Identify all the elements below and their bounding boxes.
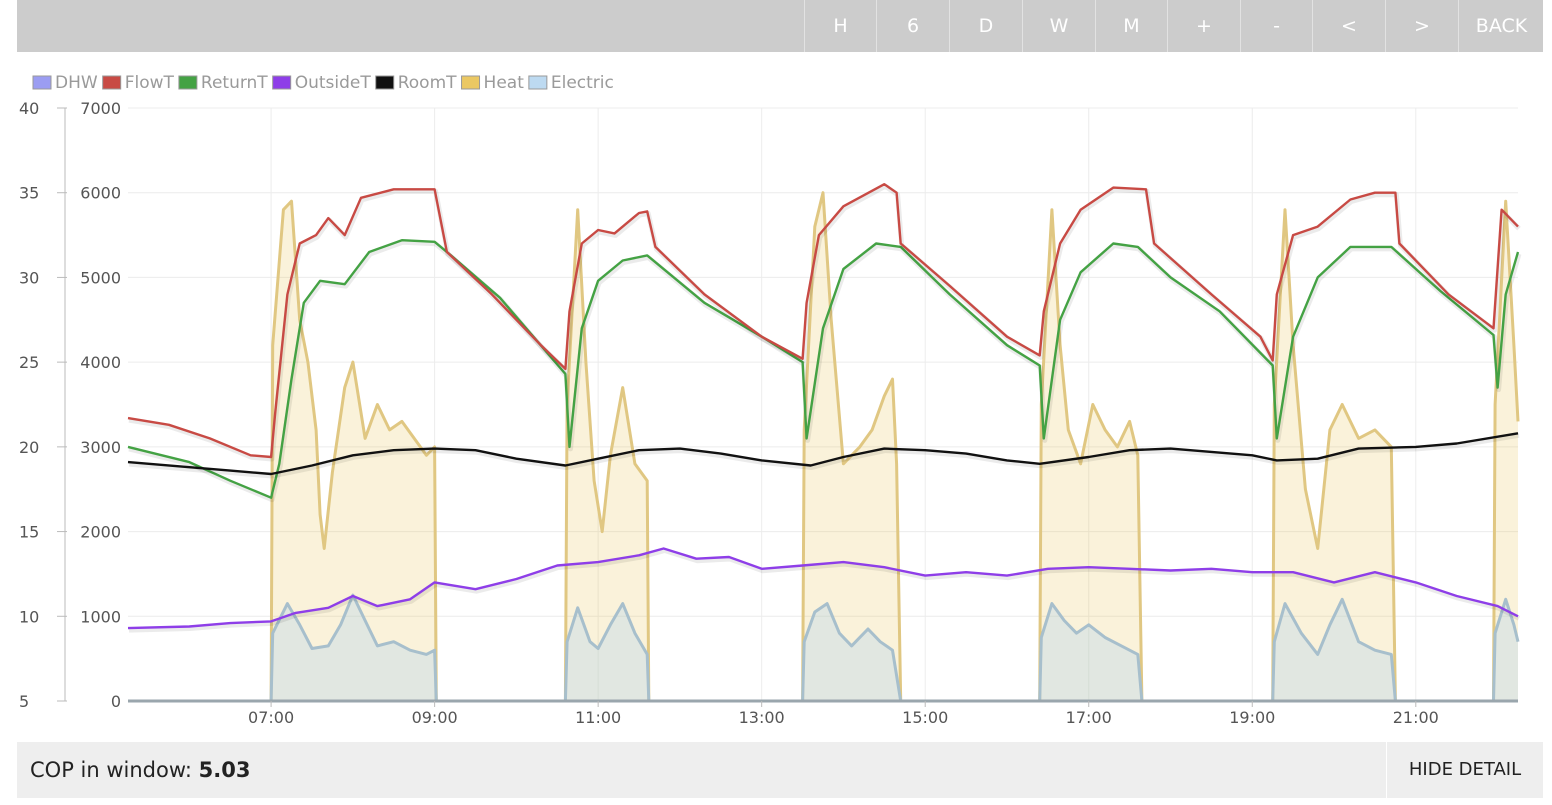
legend-swatch-heat [461,75,481,90]
timeseries-chart[interactable]: DHW FlowT ReturnT OutsideT RoomT Heat Electric… [17,52,1543,742]
series-area-electric [128,595,1518,701]
legend-label-heat[interactable]: Heat [484,73,525,93]
y-right-tick-label: 4000 [80,353,121,372]
legend-swatch-flowt [102,75,122,90]
y-right-tick-label: 3000 [80,438,121,457]
legend-label-flowt[interactable]: FlowT [125,73,175,93]
legend-swatch-outsidet [272,75,292,90]
series-shadow-roomt [128,432,1520,479]
range-6h-button[interactable]: 6 [876,0,949,52]
legend-label-electric[interactable]: Electric [551,73,614,93]
legend-swatch-dhw [32,75,52,90]
x-tick-label: 15:00 [902,708,948,727]
x-tick-label: 11:00 [575,708,621,727]
y-right-tick-label: 1000 [80,607,121,626]
cop-readout: COP in window: 5.03 [30,742,250,798]
zoom-in-button[interactable]: + [1167,0,1240,52]
legend: DHW FlowT ReturnT OutsideT RoomT Heat Electric [32,73,614,93]
y-right-tick-label: 5000 [80,268,121,287]
y-right-tick-label: 0 [111,692,121,711]
grid [128,107,1518,702]
legend-label-outsidet[interactable]: OutsideT [295,73,372,93]
y-left-tick-label: 40 [19,99,39,118]
cop-value: 5.03 [198,758,251,782]
series-line-returnt[interactable] [127,239,1520,499]
back-button[interactable]: BACK [1458,0,1544,52]
y-left-tick-label: 15 [19,523,39,542]
zoom-out-button[interactable]: - [1240,0,1312,52]
area-fills [128,192,1518,701]
range-day-button[interactable]: D [949,0,1022,52]
series-line-roomt[interactable] [127,432,1519,476]
y-right-tick-label: 2000 [80,523,121,542]
legend-label-roomt[interactable]: RoomT [398,73,457,93]
axes: 5 0 10 1000 15 2000 20 3000 25 4000 30 5000 35 6000 40… [19,99,1439,727]
series-line-flowt[interactable] [127,183,1519,459]
y-left-tick-label: 30 [19,268,39,287]
toolbar: H 6 D W M + - < > BACK [17,0,1543,52]
legend-swatch-returnt [178,75,198,90]
legend-swatch-electric [528,75,548,90]
x-tick-label: 19:00 [1229,708,1275,727]
series-line-electric[interactable] [128,593,1520,703]
footer-bar: COP in window: 5.03 HIDE DETAIL [17,742,1543,798]
cop-label: COP in window: [30,758,192,782]
x-tick-label: 21:00 [1393,708,1439,727]
series-line-heat[interactable] [128,191,1520,703]
y-right-tick-label: 7000 [80,99,121,118]
pan-left-button[interactable]: < [1312,0,1385,52]
chart-area: DHW FlowT ReturnT OutsideT RoomT Heat Electric… [17,52,1543,742]
x-tick-label: 17:00 [1066,708,1112,727]
range-hour-button[interactable]: H [804,0,876,52]
series-line-outsidet[interactable] [127,547,1519,630]
range-week-button[interactable]: W [1022,0,1095,52]
y-left-tick-label: 35 [19,184,39,203]
series-shadow-outsidet [128,548,1521,633]
legend-label-returnt[interactable]: ReturnT [201,73,268,93]
y-left-tick-label: 5 [19,692,29,711]
hide-detail-button[interactable]: HIDE DETAIL [1386,742,1543,798]
series-lines [127,183,1522,703]
range-month-button[interactable]: M [1095,0,1167,52]
legend-label-dhw[interactable]: DHW [55,73,98,93]
y-left-tick-label: 20 [19,438,39,457]
pan-right-button[interactable]: > [1385,0,1458,52]
legend-swatch-roomt [375,75,395,90]
y-right-tick-label: 6000 [80,184,121,203]
y-left-tick-label: 10 [19,607,39,626]
x-tick-label: 07:00 [248,708,294,727]
series-area-heat [128,192,1518,701]
x-tick-label: 13:00 [739,708,785,727]
y-left-tick-label: 25 [19,353,39,372]
series-shadow-returnt [128,239,1522,503]
x-tick-label: 09:00 [412,708,458,727]
